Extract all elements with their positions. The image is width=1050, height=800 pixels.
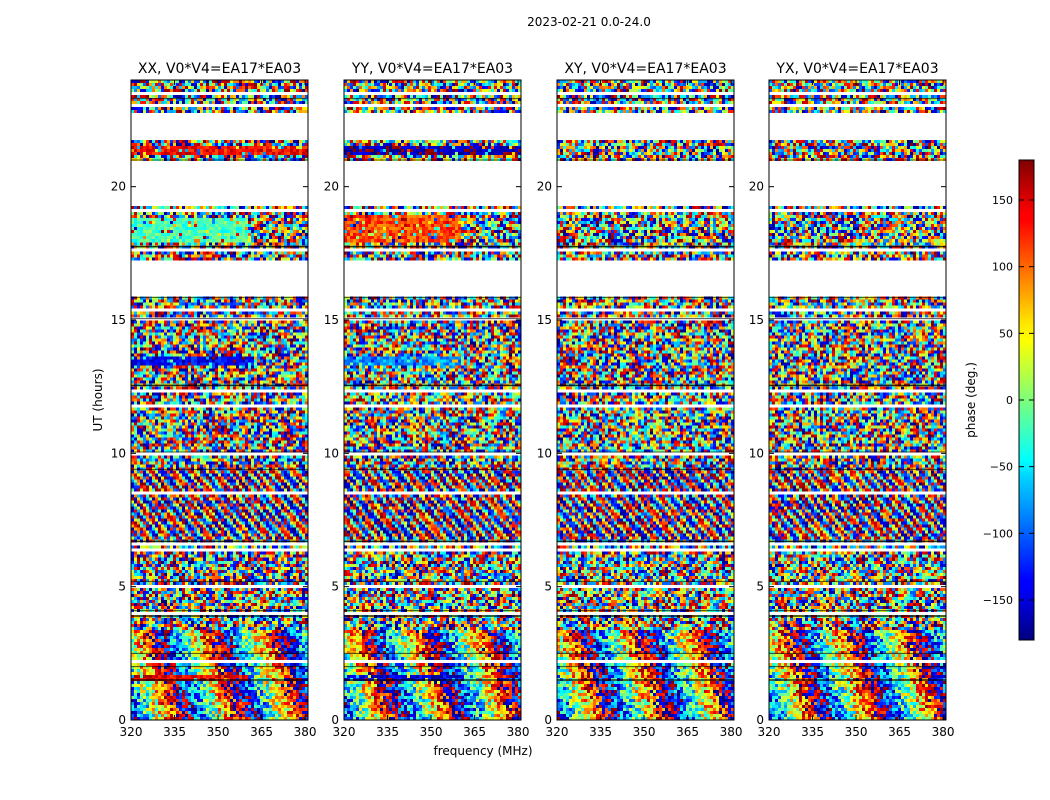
panels-group: XX, V0*V4=EA17*EA03 320 335 350 365 380 0 5 10 15… [111,61,955,739]
panel-title-xy: XY, V0*V4=EA17*EA03 [564,61,726,77]
heatmap-xx [131,80,308,720]
colorbar-tick-label: −100 [983,527,1013,540]
x-tick-label: 350 [633,725,656,739]
colorbar-ticks: −150 −100 −50 0 50 100 150 [983,194,1034,607]
x-tick-label: 320 [120,725,143,739]
y-tick-label: 0 [118,713,126,727]
y-tick-label: 0 [544,713,552,727]
x-tick-label: 365 [463,725,486,739]
x-tick-label: 365 [676,725,699,739]
y-tick-label: 0 [331,713,339,727]
x-tick-label: 320 [546,725,569,739]
x-tick-label: 380 [507,725,530,739]
x-tick-label: 365 [250,725,273,739]
x-tick-label: 335 [801,725,824,739]
y-tick-label: 15 [324,313,339,327]
x-tick-label: 320 [758,725,781,739]
x-tick-label: 380 [720,725,743,739]
x-tick-label: 335 [163,725,186,739]
colorbar: −150 −100 −50 0 50 100 150 phase (deg.) [964,159,1035,641]
panel-title-yy: YY, V0*V4=EA17*EA03 [351,61,513,77]
y-tick-label: 0 [756,713,764,727]
y-tick-label: 5 [756,580,764,594]
x-tick-label: 380 [932,725,955,739]
panel-frame-xy [556,79,735,721]
x-tick-label: 350 [420,725,443,739]
y-tick-label: 10 [324,446,339,460]
x-tick-label: 320 [333,725,356,739]
x-tick-label: 350 [207,725,230,739]
colorbar-tick-label: 50 [999,327,1013,340]
colorbar-tick-label: 150 [992,194,1013,207]
x-tick-label: 350 [845,725,868,739]
colorbar-tick-label: −150 [983,594,1013,607]
panel-xy: XY, V0*V4=EA17*EA03 320 335 350 365 380 0 5 10 15… [537,61,743,739]
x-tick-label: 380 [294,725,317,739]
heatmap-yx [769,80,946,720]
x-tick-label: 335 [589,725,612,739]
figure-suptitle: 2023-02-21 0.0-24.0 [527,15,651,29]
panel-title-xx: XX, V0*V4=EA17*EA03 [138,61,301,77]
heatmap-yy [344,80,521,720]
x-tick-label: 335 [376,725,399,739]
x-tick-label: 365 [888,725,911,739]
panel-yx: YX, V0*V4=EA17*EA03 320 335 350 365 380 0 5 10 15… [749,61,955,739]
panel-frame-yy [343,79,522,721]
y-tick-label: 20 [324,180,339,194]
y-tick-label: 20 [111,180,126,194]
heatmap-xy [557,80,734,720]
y-tick-label: 5 [544,580,552,594]
panel-xx: XX, V0*V4=EA17*EA03 320 335 350 365 380 0 5 10 15… [111,61,317,739]
y-tick-label: 20 [537,180,552,194]
y-axis-label: UT (hours) [91,368,105,431]
panel-frame-yx [768,79,947,721]
y-tick-label: 15 [111,313,126,327]
colorbar-tick-label: −50 [990,461,1013,474]
colorbar-tick-label: 0 [1006,394,1013,407]
y-tick-label: 10 [537,446,552,460]
colorbar-label: phase (deg.) [964,362,978,438]
y-tick-label: 5 [118,580,126,594]
y-tick-label: 5 [331,580,339,594]
y-tick-label: 15 [537,313,552,327]
x-axis-label: frequency (MHz) [433,744,532,758]
y-tick-label: 15 [749,313,764,327]
panel-title-yx: YX, V0*V4=EA17*EA03 [775,61,938,77]
y-tick-label: 10 [111,446,126,460]
colorbar-tick-label: 100 [992,261,1013,274]
panel-frame-xx [130,79,309,721]
y-tick-label: 10 [749,446,764,460]
y-tick-label: 20 [749,180,764,194]
panel-yy: YY, V0*V4=EA17*EA03 320 335 350 365 380 0 5 10 15… [324,61,530,739]
